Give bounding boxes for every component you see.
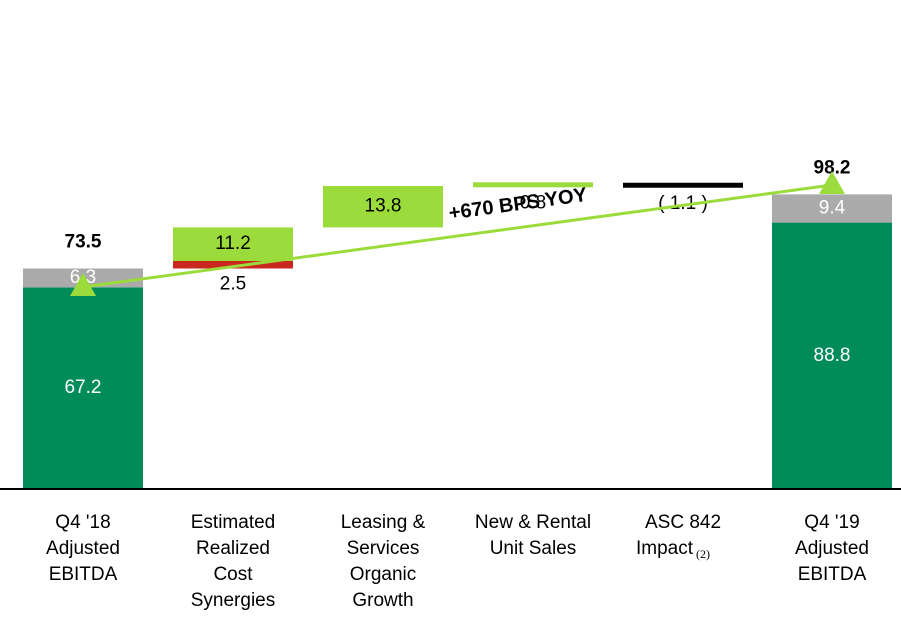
- category-5-line-1: Adjusted: [795, 538, 869, 559]
- bar-0-total-label: 73.5: [65, 232, 102, 253]
- category-3-line-0: New & Rental: [475, 512, 591, 533]
- bars-layer: [23, 182, 892, 489]
- margin-trend-line: [82, 183, 833, 289]
- bar-1-segment-1-label: 11.2: [215, 233, 251, 254]
- margin-marker-1: [819, 171, 845, 194]
- labels-layer: 67.26.373.52.511.213.80.8( 1.1 )88.89.49…: [65, 157, 851, 398]
- bar-2-segment-0: [323, 186, 443, 228]
- category-0-line-1: Adjusted: [46, 538, 120, 559]
- category-labels: Q4 '18 Adjusted EBITDA Estimated Realized Cos…: [46, 512, 869, 611]
- bar-5-segment-0: [772, 222, 892, 489]
- bar-3-segment-0-label: 0.8: [520, 192, 546, 213]
- category-5-line-2: EBITDA: [798, 564, 867, 585]
- margin-label-1: 35.3%: [805, 143, 859, 164]
- category-1-line-0: Estimated: [191, 512, 275, 533]
- category-0-line-2: EBITDA: [49, 564, 118, 585]
- margin-change-annotation: +670 BPS YOY: [447, 184, 589, 225]
- bar-5-segment-1-label: 9.4: [819, 198, 846, 219]
- bar-4-segment-0: [623, 182, 743, 188]
- bar-1-segment-0-label: 2.5: [220, 274, 246, 295]
- category-3-line-1: Unit Sales: [490, 538, 577, 559]
- category-2-line-3: Growth: [352, 590, 413, 611]
- bar-5-segment-0-label: 88.8: [814, 345, 851, 366]
- margin-marker-0: [70, 273, 96, 296]
- bar-5-total-label: 98.2: [814, 157, 851, 178]
- bar-3-segment-0: [473, 182, 593, 188]
- margin-layer: 28.6% 35.3% +670 BPS YOY: [56, 143, 859, 296]
- bar-1-segment-1: [173, 227, 293, 261]
- category-4-line-0: ASC 842: [645, 512, 721, 533]
- category-2-line-2: Organic: [350, 564, 417, 585]
- category-4-footnote: (2): [693, 547, 710, 561]
- category-0-line-0: Q4 '18: [55, 512, 110, 533]
- category-1-line-2: Cost: [213, 564, 253, 585]
- category-5-line-0: Q4 '19: [804, 512, 859, 533]
- category-2-line-1: Services: [347, 538, 420, 559]
- bar-0-segment-0: [23, 287, 143, 489]
- bar-2-segment-0-label: 13.8: [365, 196, 402, 217]
- bar-5-segment-1: [772, 194, 892, 223]
- category-4-line-1: Impact (2): [636, 538, 710, 561]
- bar-0-segment-0-label: 67.2: [65, 377, 102, 398]
- category-1-line-1: Realized: [196, 538, 270, 559]
- bar-4-segment-0-label: ( 1.1 ): [658, 193, 708, 214]
- margin-label-0: 28.6%: [56, 245, 110, 266]
- category-1-line-3: Synergies: [191, 590, 276, 611]
- bar-1-segment-0: [173, 261, 293, 269]
- category-2-line-0: Leasing &: [341, 512, 426, 533]
